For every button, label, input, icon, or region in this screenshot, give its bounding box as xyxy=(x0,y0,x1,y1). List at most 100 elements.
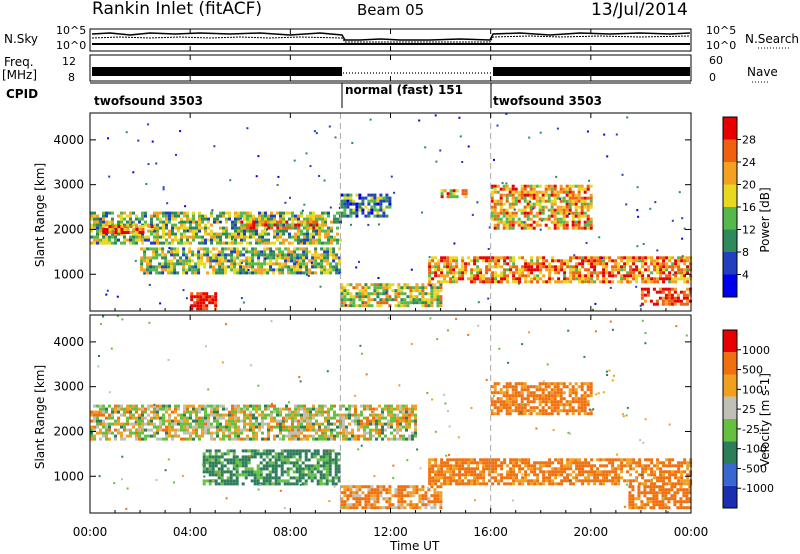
echo-cell xyxy=(629,458,633,462)
echo-cell xyxy=(538,211,542,215)
echo-cell xyxy=(202,292,206,296)
echo-cell xyxy=(560,482,564,486)
echo-cell xyxy=(563,470,567,474)
echo-cell xyxy=(334,452,338,456)
echo-cell xyxy=(372,410,375,414)
echo-cell xyxy=(617,464,621,468)
echo-cell xyxy=(403,298,407,302)
echo-cell xyxy=(290,253,294,257)
echo-cell xyxy=(294,214,297,218)
echo-cell xyxy=(286,470,290,474)
echo-cell xyxy=(343,196,347,200)
echo-cell xyxy=(488,470,492,474)
echo-cell xyxy=(310,452,314,456)
echo-cell xyxy=(250,455,254,459)
echo-cell xyxy=(318,241,321,245)
echo-cell xyxy=(240,428,243,432)
echo-cell xyxy=(222,226,225,229)
echo-cell xyxy=(403,506,407,510)
echo-cell xyxy=(593,464,597,468)
echo-cell xyxy=(327,241,330,245)
echo-cell xyxy=(111,226,114,230)
echo-cell xyxy=(226,449,230,453)
nsky-label: N.Sky xyxy=(4,32,39,46)
echo-cell xyxy=(583,205,587,209)
echo-cell xyxy=(241,464,245,468)
echo-cell xyxy=(686,265,690,269)
echo-cell xyxy=(309,223,313,227)
echo-cell xyxy=(298,473,302,477)
echo-cell xyxy=(152,250,156,254)
echo-cell xyxy=(566,461,570,465)
echo-cell xyxy=(147,404,150,408)
echo-cell xyxy=(345,431,348,435)
echo-cell xyxy=(173,271,177,275)
echo-cell xyxy=(234,431,237,435)
echo-cell xyxy=(400,298,404,302)
echo-cell xyxy=(532,207,535,210)
echo-cell xyxy=(265,464,269,468)
nave-tick-top: 60 xyxy=(709,54,723,67)
echo-cell xyxy=(239,271,243,275)
echo-cell xyxy=(686,479,690,483)
echo-cell xyxy=(310,473,314,477)
echo-cell xyxy=(430,494,434,498)
echo-cell xyxy=(336,241,339,245)
echo-cell xyxy=(300,223,303,227)
echo-cell xyxy=(482,277,486,281)
echo-cell xyxy=(533,262,537,266)
echo-cell xyxy=(123,228,127,231)
echo-cell xyxy=(408,407,411,411)
echo-cell xyxy=(186,235,189,239)
echo-cell xyxy=(334,482,338,486)
echo-cell xyxy=(235,473,239,477)
echo-cell xyxy=(255,407,258,411)
echo-cell xyxy=(141,431,144,435)
echo-cell xyxy=(129,235,132,239)
echo-cell xyxy=(674,470,678,474)
echo-cell xyxy=(120,231,124,234)
echo-cell xyxy=(130,221,133,224)
echo-cell xyxy=(665,277,669,281)
echo-cell xyxy=(518,274,522,278)
echo-cell xyxy=(379,292,383,296)
echo-cell xyxy=(473,458,477,462)
echo-cell xyxy=(231,419,234,423)
echo-cell xyxy=(201,235,204,239)
echo-cell xyxy=(440,268,444,272)
echo-cell xyxy=(218,253,222,257)
echo-cell xyxy=(470,277,474,281)
echo-cell xyxy=(275,253,279,257)
echo-cell xyxy=(177,241,180,245)
echo-cell xyxy=(190,298,194,302)
echo-cell xyxy=(590,259,594,263)
echo-cell xyxy=(366,431,369,435)
echo-cell xyxy=(529,205,533,209)
echo-cell xyxy=(340,503,344,507)
echo-cell xyxy=(269,247,273,251)
echo-cell xyxy=(249,235,252,239)
echo-cell xyxy=(340,497,344,501)
echo-cell xyxy=(220,452,224,456)
echo-cell xyxy=(532,391,536,395)
echo-cell xyxy=(562,223,566,227)
echo-cell xyxy=(611,265,615,269)
echo-cell xyxy=(323,271,327,275)
noise-panel xyxy=(89,28,692,52)
echo-cell xyxy=(302,262,306,266)
echo-cell xyxy=(379,199,383,203)
echo-cell xyxy=(611,259,615,263)
echo-cell xyxy=(282,437,285,441)
echo-cell xyxy=(506,277,510,281)
echo-cell xyxy=(155,250,159,254)
echo-cell xyxy=(424,146,427,149)
echo-cell xyxy=(243,413,246,417)
echo-cell xyxy=(331,479,335,483)
echo-cell xyxy=(366,416,369,420)
echo-cell xyxy=(256,467,260,471)
echo-cell xyxy=(418,506,422,510)
echo-cell xyxy=(556,193,560,197)
echo-cell xyxy=(159,302,162,305)
echo-cell xyxy=(562,220,566,224)
echo-cell xyxy=(518,464,522,468)
